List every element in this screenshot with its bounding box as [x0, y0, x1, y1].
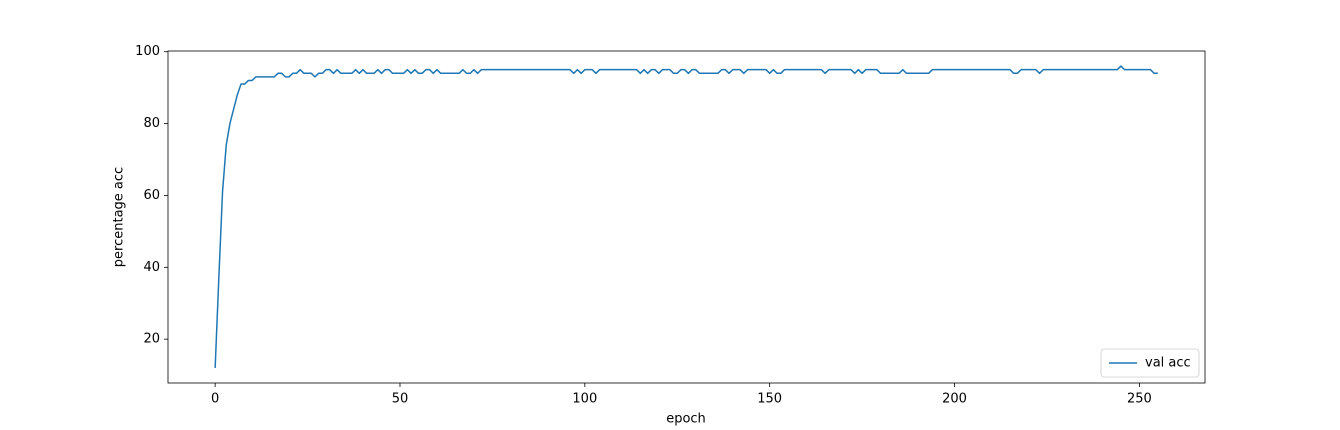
x-tick-label: 50	[392, 392, 409, 407]
data-line	[214, 65, 1158, 368]
y-tick-label: 60	[143, 188, 160, 203]
x-tick-label: 100	[572, 392, 597, 407]
y-tick-label: 40	[143, 260, 160, 275]
legend-label: val acc	[1145, 356, 1191, 371]
axes-frame	[167, 50, 1206, 384]
x-tick-label: 200	[942, 392, 967, 407]
x-tick-label: 150	[757, 392, 782, 407]
y-tick-label: 20	[143, 332, 160, 347]
y-tick-label: 80	[143, 116, 160, 131]
x-tick-label: 250	[1127, 392, 1152, 407]
x-axis-label: epoch	[666, 412, 706, 427]
legend-box	[1100, 348, 1200, 378]
y-tick-label: 100	[135, 44, 160, 59]
x-tick-label: 0	[211, 392, 219, 407]
y-axis-label: percentage acc	[112, 167, 127, 267]
